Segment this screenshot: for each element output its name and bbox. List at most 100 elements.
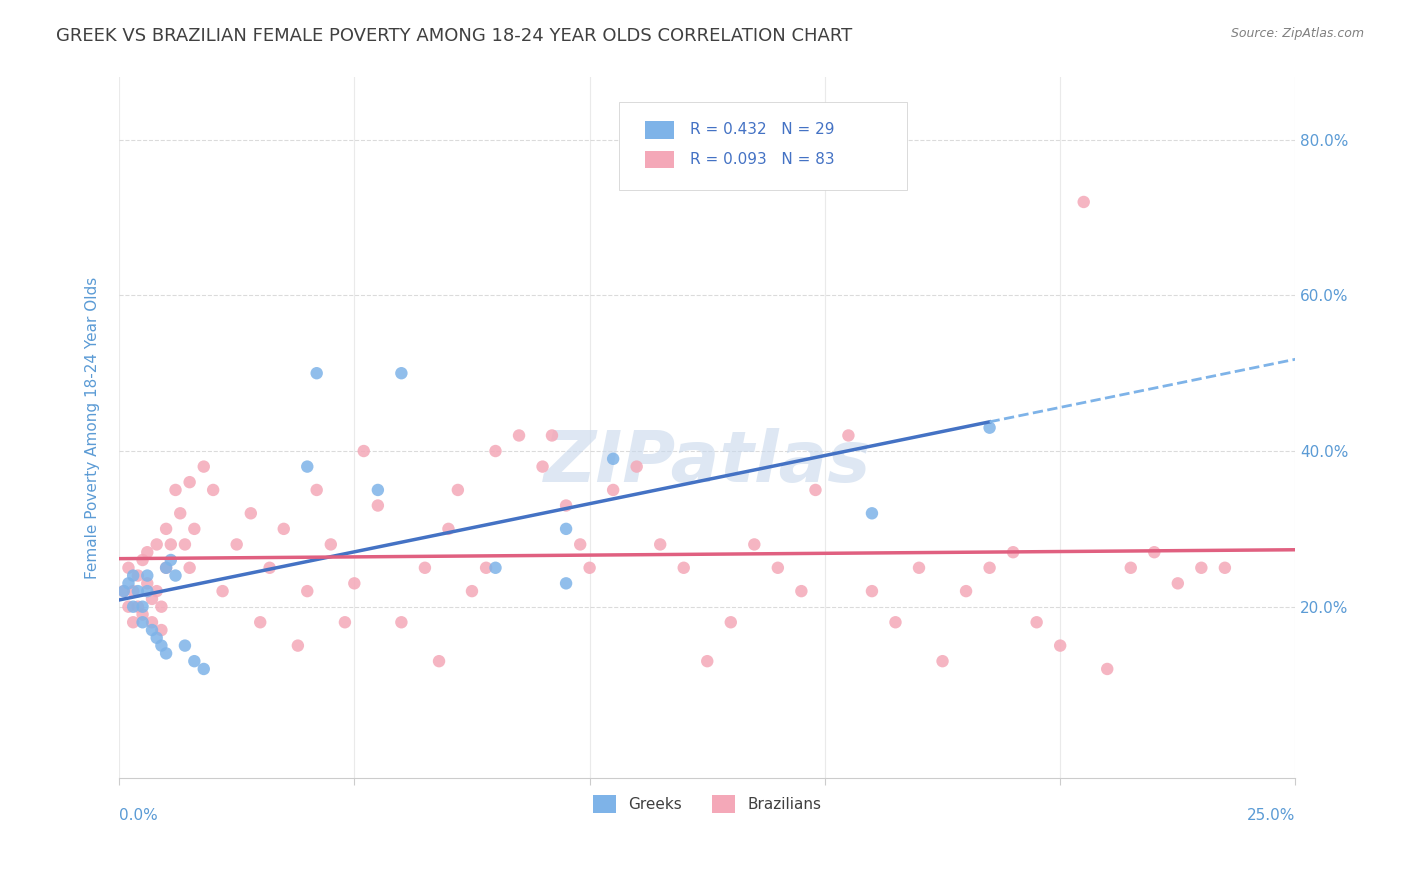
Point xyxy=(804,483,827,497)
Point xyxy=(150,639,173,653)
Point xyxy=(155,561,177,575)
Point xyxy=(427,654,450,668)
Point xyxy=(145,537,167,551)
Point xyxy=(287,639,309,653)
Point xyxy=(297,459,319,474)
Point xyxy=(720,615,742,630)
Point xyxy=(1049,639,1071,653)
Point xyxy=(1073,194,1095,209)
Point xyxy=(555,499,578,513)
Point xyxy=(169,506,191,520)
Point xyxy=(273,522,295,536)
Text: GREEK VS BRAZILIAN FEMALE POVERTY AMONG 18-24 YEAR OLDS CORRELATION CHART: GREEK VS BRAZILIAN FEMALE POVERTY AMONG … xyxy=(56,27,852,45)
Point xyxy=(179,561,201,575)
Point xyxy=(131,607,153,622)
Point xyxy=(193,662,215,676)
Point xyxy=(1002,545,1025,559)
Point xyxy=(183,654,205,668)
Point xyxy=(484,561,506,575)
Point xyxy=(884,615,907,630)
Point xyxy=(127,568,149,582)
Point xyxy=(136,545,159,559)
Point xyxy=(174,639,197,653)
Point xyxy=(165,483,187,497)
Text: 25.0%: 25.0% xyxy=(1247,808,1295,823)
Text: 0.0%: 0.0% xyxy=(120,808,157,823)
Point xyxy=(117,561,139,575)
Point xyxy=(305,483,328,497)
Point xyxy=(183,522,205,536)
Point xyxy=(1189,561,1212,575)
Point xyxy=(127,599,149,614)
Point xyxy=(626,459,648,474)
Point xyxy=(122,599,145,614)
Point xyxy=(979,420,1001,434)
Point xyxy=(389,366,412,380)
FancyBboxPatch shape xyxy=(619,102,907,189)
Legend: Greeks, Brazilians: Greeks, Brazilians xyxy=(586,789,828,820)
Point xyxy=(131,553,153,567)
Point xyxy=(112,584,135,599)
Point xyxy=(136,584,159,599)
Point xyxy=(112,584,135,599)
Point xyxy=(1025,615,1047,630)
Point xyxy=(766,561,789,575)
Point xyxy=(860,584,883,599)
Point xyxy=(249,615,271,630)
Point xyxy=(413,561,436,575)
Point xyxy=(159,553,181,567)
Point xyxy=(136,576,159,591)
Point xyxy=(155,561,177,575)
Point xyxy=(150,623,173,637)
Y-axis label: Female Poverty Among 18-24 Year Olds: Female Poverty Among 18-24 Year Olds xyxy=(86,277,100,579)
Point xyxy=(297,584,319,599)
Point xyxy=(122,584,145,599)
Point xyxy=(333,615,356,630)
Point xyxy=(541,428,564,442)
Text: ZIPatlas: ZIPatlas xyxy=(544,428,870,497)
Point xyxy=(141,591,163,606)
Point xyxy=(461,584,484,599)
Point xyxy=(353,444,375,458)
Point xyxy=(305,366,328,380)
Point xyxy=(239,506,262,520)
Point xyxy=(555,576,578,591)
Text: Source: ZipAtlas.com: Source: ZipAtlas.com xyxy=(1230,27,1364,40)
Point xyxy=(389,615,412,630)
Point xyxy=(225,537,247,551)
Point xyxy=(141,623,163,637)
Point xyxy=(475,561,498,575)
Point xyxy=(790,584,813,599)
Point xyxy=(179,475,201,490)
Point xyxy=(1143,545,1166,559)
Point xyxy=(117,599,139,614)
Point xyxy=(117,576,139,591)
Point xyxy=(837,428,859,442)
Point xyxy=(484,444,506,458)
Point xyxy=(367,483,389,497)
Point xyxy=(602,451,624,466)
Point xyxy=(508,428,530,442)
Text: R = 0.432   N = 29: R = 0.432 N = 29 xyxy=(689,122,834,137)
Point xyxy=(202,483,225,497)
Point xyxy=(165,568,187,582)
Point xyxy=(447,483,470,497)
Point xyxy=(569,537,592,551)
Text: R = 0.093   N = 83: R = 0.093 N = 83 xyxy=(689,152,834,167)
FancyBboxPatch shape xyxy=(645,121,675,139)
Point xyxy=(145,584,167,599)
Point xyxy=(127,584,149,599)
Point xyxy=(955,584,977,599)
Point xyxy=(1119,561,1142,575)
Point xyxy=(1097,662,1119,676)
FancyBboxPatch shape xyxy=(645,151,675,169)
Point xyxy=(860,506,883,520)
Point xyxy=(672,561,695,575)
Point xyxy=(150,599,173,614)
Point xyxy=(319,537,342,551)
Point xyxy=(131,615,153,630)
Point xyxy=(155,647,177,661)
Point xyxy=(650,537,672,551)
Point xyxy=(367,499,389,513)
Point xyxy=(211,584,233,599)
